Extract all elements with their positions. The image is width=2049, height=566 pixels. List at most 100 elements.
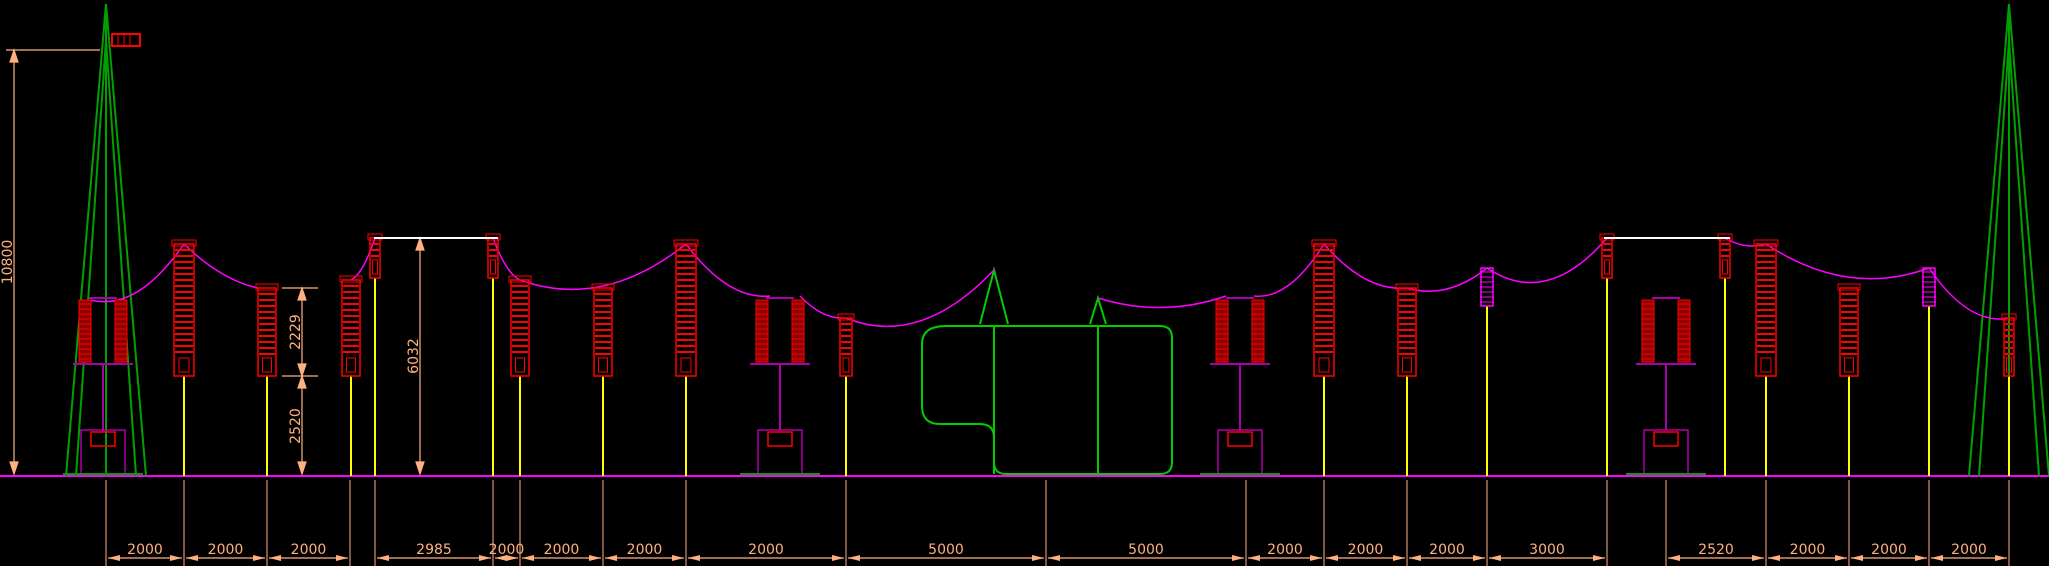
dim-arrow <box>1593 555 1605 561</box>
dim-arrow <box>1851 555 1863 561</box>
dim-text: 2000 <box>544 542 580 558</box>
insulator-body <box>593 287 613 377</box>
dim-arrow <box>1473 555 1485 561</box>
conductor-span <box>1765 243 1930 280</box>
dim-text: 2000 <box>208 542 244 558</box>
insulator-body <box>173 243 195 377</box>
equipment-layer <box>63 233 2017 476</box>
insulator-flange <box>680 357 692 373</box>
dim-arrow <box>688 555 700 561</box>
dim-left-total-text: 10800 <box>0 240 16 285</box>
insulator-cap <box>837 313 855 321</box>
switch-mechanism <box>90 431 116 447</box>
post-insulator <box>1837 283 1861 476</box>
insulator-cap <box>1837 283 1861 291</box>
dim-arrow <box>336 555 348 561</box>
dim-left-total <box>6 48 100 476</box>
insulator-body <box>510 279 530 377</box>
insulator-cap <box>171 239 197 247</box>
dim-text: 5000 <box>1128 542 1164 558</box>
switch-column <box>1641 299 1655 363</box>
switch-mechanism <box>1653 431 1679 447</box>
dim-text: 2985 <box>416 542 452 558</box>
dim-upper-text: 2229 <box>288 314 304 350</box>
dim-text: 2000 <box>291 542 327 558</box>
insulator-flange <box>515 357 525 373</box>
post-insulator <box>1395 283 1419 476</box>
insulator-body <box>2003 317 2015 377</box>
dim-arrow <box>1915 555 1927 561</box>
dim-arrow <box>1409 555 1421 561</box>
post-insulator <box>508 275 532 476</box>
surge-arrester <box>1480 267 1494 476</box>
dim-text: 2000 <box>1951 542 1987 558</box>
dim-arrow <box>1032 555 1044 561</box>
dim-arrow <box>1393 555 1405 561</box>
post-insulator <box>339 275 363 476</box>
dim-text: 2000 <box>1429 542 1465 558</box>
conductor-span <box>1928 267 2010 320</box>
switch-column <box>1215 299 1229 363</box>
dim-arrow <box>1752 555 1764 561</box>
conductor-span <box>1486 237 1608 284</box>
dim-arrow <box>1232 555 1244 561</box>
insulator-cap <box>1395 283 1419 291</box>
post-insulator <box>591 283 615 476</box>
dim-arrow <box>1326 555 1338 561</box>
dim-arrow <box>1668 555 1680 561</box>
dim-text: 2000 <box>489 542 525 558</box>
switch-column <box>755 299 769 363</box>
insulator-cap <box>591 283 615 291</box>
dim-text: 2520 <box>1698 542 1734 558</box>
dim-arrow <box>170 555 182 561</box>
dim-text: 2000 <box>1790 542 1826 558</box>
post-insulator <box>1753 239 1779 476</box>
switch-mechanism <box>1227 431 1253 447</box>
dim-gantry-text: 6032 <box>406 338 422 374</box>
insulator-flange <box>262 357 272 373</box>
insulator-flange <box>372 259 378 275</box>
dim-arrow <box>605 555 617 561</box>
insulator-flange <box>1722 259 1728 275</box>
insulator-body <box>1313 243 1335 377</box>
dim-text: 2000 <box>748 542 784 558</box>
dim-text: 5000 <box>928 542 964 558</box>
dim-support-heights <box>282 286 318 476</box>
dim-text: 2000 <box>1267 542 1303 558</box>
insulator-flange <box>1604 259 1610 275</box>
dim-arrow <box>253 555 265 561</box>
dim-arrow <box>269 555 281 561</box>
dim-arrow <box>848 555 860 561</box>
insulator-body <box>1397 287 1417 377</box>
insulator-flange <box>490 259 496 275</box>
switch-mechanism <box>767 431 793 447</box>
dim-text: 2000 <box>1871 542 1907 558</box>
dim-arrow <box>589 555 601 561</box>
switch-column <box>114 299 128 363</box>
dim-arrow <box>1048 555 1060 561</box>
dim-text: 2000 <box>127 542 163 558</box>
dim-arrow <box>522 555 534 561</box>
insulator-flange <box>2006 357 2012 373</box>
dim-arrow <box>1310 555 1322 561</box>
switch-column <box>78 299 92 363</box>
dim-arrow <box>1995 555 2007 561</box>
insulator-body <box>341 279 361 377</box>
dim-lower-text: 2520 <box>288 408 304 444</box>
insulator-cap <box>1311 239 1337 247</box>
insulator-body <box>257 287 277 377</box>
post-insulator <box>673 239 699 476</box>
post-insulator <box>2001 313 2017 476</box>
post-insulator <box>255 283 279 476</box>
dim-arrow <box>1248 555 1260 561</box>
disconnect-switch <box>1626 297 1706 475</box>
insulator-flange <box>598 357 608 373</box>
dim-arrow <box>1835 555 1847 561</box>
insulator-flange <box>1844 357 1854 373</box>
insulator-flange <box>346 357 356 373</box>
dimension-layer: 2000 2000 2000 2985 2000 2000 2000 2000 5000 5000… <box>105 480 2010 566</box>
insulator-body <box>1839 287 1859 377</box>
dim-arrow <box>479 555 491 561</box>
